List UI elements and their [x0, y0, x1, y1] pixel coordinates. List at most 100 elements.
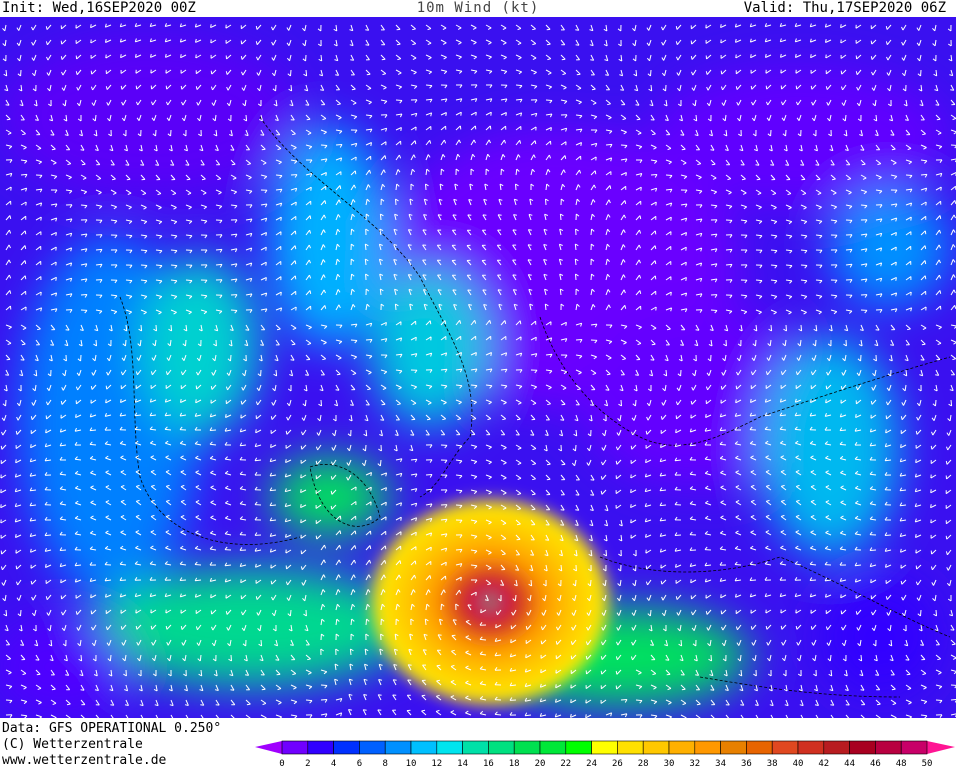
wind-barb-flag: [202, 179, 205, 180]
wind-barb-flag: [386, 502, 387, 506]
wind-barb: [951, 400, 952, 406]
wind-barb-flag: [577, 74, 581, 75]
wind-barb-flag: [686, 277, 687, 281]
wind-barb-flag: [721, 594, 722, 598]
wind-barb-flag: [871, 579, 872, 583]
wind-barb-flag: [281, 292, 282, 296]
wind-barb: [231, 205, 237, 206]
wind-barb: [840, 430, 846, 431]
wind-barb: [171, 250, 177, 251]
wind-barb-flag: [76, 414, 77, 417]
wind-barb-flag: [371, 473, 372, 477]
wind-barb: [756, 235, 762, 236]
wind-barb: [276, 370, 277, 376]
wind-barb-flag: [256, 26, 257, 30]
wind-barb-flag: [721, 24, 722, 27]
wind-barb: [380, 214, 381, 220]
wind-barb: [576, 445, 577, 451]
wind-barb-flag: [946, 461, 947, 464]
wind-barb: [720, 444, 726, 445]
wind-barb-flag: [310, 216, 311, 219]
wind-barb-flag: [841, 71, 842, 75]
wind-barb-flag: [301, 489, 302, 492]
wind-barb-flag: [631, 446, 632, 450]
wind-barb-flag: [560, 525, 564, 526]
wind-barb: [486, 385, 492, 386]
wind-barb-flag: [655, 231, 656, 235]
wind-barb-flag: [680, 345, 683, 346]
wind-barb-flag: [316, 536, 317, 539]
wind-barb-flag: [211, 71, 212, 74]
wind-barb-flag: [262, 149, 266, 150]
wind-barb: [351, 274, 352, 280]
wind-barb: [126, 280, 132, 281]
wind-barb: [276, 175, 282, 176]
wind-barb: [861, 205, 867, 206]
wind-barb-flag: [637, 119, 641, 120]
wind-barb-flag: [266, 233, 267, 236]
wind-barb-flag: [52, 149, 56, 150]
wind-barb-flag: [890, 345, 894, 346]
wind-barb: [156, 265, 162, 266]
wind-barb-flag: [46, 564, 47, 568]
wind-barb-flag: [371, 487, 372, 491]
wind-barb-flag: [646, 431, 647, 435]
wind-barb-flag: [796, 54, 797, 58]
wind-barb-flag: [415, 561, 416, 565]
wind-barb-flag: [211, 594, 212, 598]
wind-barb-flag: [686, 262, 687, 265]
wind-barb-flag: [931, 504, 932, 508]
wind-barb-flag: [1, 504, 2, 507]
wind-barb-flag: [595, 171, 596, 175]
wind-barb-flag: [610, 186, 611, 189]
wind-barb: [771, 265, 777, 266]
wind-barb-flag: [121, 54, 122, 58]
wind-barb-flag: [127, 179, 130, 180]
wind-barb: [666, 175, 672, 176]
wind-barb-flag: [517, 524, 521, 525]
wind-barb: [765, 429, 771, 430]
wind-barb-flag: [286, 459, 287, 462]
wind-barb-flag: [667, 329, 671, 330]
wind-barb: [546, 184, 547, 190]
wind-barb-flag: [380, 420, 383, 421]
wind-barb-flag: [901, 581, 902, 584]
wind-barb-flag: [16, 431, 17, 435]
wind-barb-flag: [91, 24, 92, 28]
wind-barb-flag: [916, 534, 917, 537]
wind-barb-flag: [427, 419, 430, 420]
wind-barb-flag: [751, 86, 752, 89]
wind-barb: [471, 565, 477, 566]
wind-barb-flag: [547, 44, 551, 45]
wind-barb-flag: [640, 216, 641, 219]
wind-barb: [606, 144, 612, 145]
wind-barb-flag: [925, 246, 926, 249]
wind-barb-flag: [320, 90, 324, 91]
wind-barb-flag: [476, 112, 477, 115]
wind-barb-flag: [590, 495, 594, 496]
wind-barb-flag: [408, 230, 411, 231]
wind-barb-flag: [757, 179, 761, 180]
wind-barb-flag: [532, 509, 536, 510]
wind-barb: [380, 460, 381, 466]
wind-barb-flag: [91, 594, 92, 597]
wind-barb: [756, 280, 762, 281]
wind-barb-flag: [187, 179, 191, 180]
wind-barb-flag: [295, 276, 296, 280]
wind-barb-flag: [646, 459, 647, 463]
wind-barb-flag: [82, 164, 85, 165]
wind-barb-flag: [25, 276, 26, 280]
wind-barb: [816, 235, 822, 236]
wind-barb: [870, 474, 876, 475]
wind-barb: [141, 325, 142, 331]
wind-barb-flag: [536, 337, 537, 341]
wind-barb-flag: [292, 344, 295, 345]
wind-barb-flag: [532, 494, 535, 495]
wind-barb-flag: [712, 164, 715, 165]
wind-barb: [735, 565, 741, 566]
wind-barb-flag: [170, 165, 174, 166]
wind-barb-flag: [350, 405, 353, 406]
wind-barb-flag: [721, 386, 722, 389]
wind-barb: [456, 549, 462, 550]
wind-barb-flag: [166, 54, 167, 57]
